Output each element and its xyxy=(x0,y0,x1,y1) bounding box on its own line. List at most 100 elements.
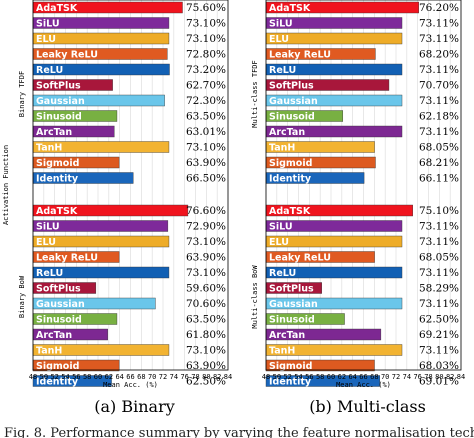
bar-category-label: TanH xyxy=(36,142,62,153)
bar-category-label: Gaussian xyxy=(36,299,85,310)
bar-category-label: SoftPlus xyxy=(269,283,314,294)
bar-value-label: 75.10% xyxy=(419,205,459,217)
chart-panel-1: AdaTSK 75.60% SiLU 73.10% ELU 73.10% Leaky ReL… xyxy=(2,0,232,416)
x-tick-label: 70 xyxy=(381,373,389,381)
bar-value-label: 63.90% xyxy=(186,360,226,372)
bar-value-label: 69.01% xyxy=(419,376,459,388)
bar-value-label: 62.50% xyxy=(186,376,226,388)
x-tick-label: 62 xyxy=(338,373,346,381)
panel-caption: (b) Multi-class xyxy=(309,397,426,416)
bar-value-label: 63.90% xyxy=(186,252,226,264)
bar-value-label: 63.01% xyxy=(186,126,226,138)
group-label: Binary BoW xyxy=(18,275,26,318)
bar-identity xyxy=(265,375,381,387)
bar-category-label: ReLU xyxy=(36,65,63,76)
bar-category-label: ReLU xyxy=(269,65,296,76)
bar-value-label: 72.30% xyxy=(186,95,226,107)
bar-value-label: 73.11% xyxy=(419,18,459,30)
bar-value-label: 73.11% xyxy=(419,64,459,76)
bar-category-label: SiLU xyxy=(36,221,60,232)
bar-category-label: Gaussian xyxy=(269,96,318,107)
bar-value-label: 70.60% xyxy=(186,298,226,310)
x-tick-label: 60 xyxy=(94,373,102,381)
bar-value-label: 68.05% xyxy=(419,252,459,264)
bar-value-label: 69.21% xyxy=(419,329,459,341)
bar-category-label: Sigmoid xyxy=(36,158,79,169)
bar-category-label: ELU xyxy=(269,34,289,45)
x-tick-label: 58 xyxy=(83,373,91,381)
x-tick-label: 84 xyxy=(224,373,232,381)
bar-category-label: SoftPlus xyxy=(36,80,81,91)
bar-category-label: ELU xyxy=(269,237,289,248)
x-tick-label: 80 xyxy=(435,373,443,381)
bar-category-label: SiLU xyxy=(269,221,293,232)
bar-category-label: Sinusoid xyxy=(269,314,315,325)
bar-category-label: SoftPlus xyxy=(269,80,314,91)
bar-value-label: 73.10% xyxy=(186,267,226,279)
bar-category-label: AdaTSK xyxy=(269,3,311,14)
bar-category-label: ArcTan xyxy=(36,127,72,138)
x-tick-label: 82 xyxy=(446,373,454,381)
x-tick-label: 52 xyxy=(283,373,291,381)
bar-identity xyxy=(32,375,112,387)
x-axis-label: Mean Acc. (%) xyxy=(103,381,158,389)
bar-category-label: ELU xyxy=(36,237,56,248)
bar-category-label: ArcTan xyxy=(269,330,305,341)
bar-value-label: 73.20% xyxy=(186,64,226,76)
bar-category-label: Sinusoid xyxy=(269,111,315,122)
bar-value-label: 66.11% xyxy=(419,173,459,185)
bar-category-label: Gaussian xyxy=(36,96,85,107)
y-axis-label: Activation Function xyxy=(2,145,10,225)
bar-category-label: TanH xyxy=(269,142,295,153)
bar-value-label: 72.90% xyxy=(186,221,226,233)
x-tick-label: 72 xyxy=(159,373,167,381)
x-tick-label: 48 xyxy=(29,373,37,381)
bar-value-label: 63.50% xyxy=(186,111,226,123)
x-tick-label: 48 xyxy=(262,373,270,381)
bar-value-label: 58.29% xyxy=(419,283,459,295)
bar-category-label: TanH xyxy=(36,345,62,356)
x-tick-label: 66 xyxy=(126,373,134,381)
x-tick-label: 58 xyxy=(316,373,324,381)
bar-value-label: 62.70% xyxy=(186,80,226,92)
figure-caption: Fig. 8. Performance summary by varying t… xyxy=(4,426,474,438)
x-tick-label: 74 xyxy=(170,373,178,381)
bar-value-label: 73.11% xyxy=(419,345,459,357)
bar-value-label: 73.10% xyxy=(186,33,226,45)
bar-value-label: 66.50% xyxy=(186,173,226,185)
bar-category-label: AdaTSK xyxy=(269,206,311,217)
bar-value-label: 59.60% xyxy=(186,283,226,295)
bar-category-label: ReLU xyxy=(36,268,63,279)
bar-category-label: Sigmoid xyxy=(269,361,312,372)
panel-caption: (a) Binary xyxy=(94,397,175,416)
x-tick-label: 52 xyxy=(50,373,58,381)
bar-value-label: 70.70% xyxy=(419,80,459,92)
x-tick-label: 56 xyxy=(305,373,313,381)
x-tick-label: 76 xyxy=(413,373,421,381)
bar-value-label: 62.18% xyxy=(419,111,459,123)
bar-value-label: 68.03% xyxy=(419,360,459,372)
x-tick-label: 62 xyxy=(105,373,113,381)
bar-category-label: Sinusoid xyxy=(36,111,82,122)
bar-category-label: Gaussian xyxy=(269,299,318,310)
chart-panel-2: AdaTSK 76.20% SiLU 73.11% ELU 73.11% Leaky ReL… xyxy=(251,0,465,416)
bar-category-label: Leaky ReLU xyxy=(36,252,98,263)
x-tick-label: 76 xyxy=(180,373,188,381)
bar-category-label: Leaky ReLU xyxy=(269,252,331,263)
x-tick-label: 66 xyxy=(359,373,367,381)
bar-value-label: 73.11% xyxy=(419,236,459,248)
x-tick-label: 72 xyxy=(392,373,400,381)
x-tick-label: 82 xyxy=(213,373,221,381)
bar-value-label: 76.20% xyxy=(419,2,459,14)
bar-value-label: 61.80% xyxy=(186,329,226,341)
bar-value-label: 72.80% xyxy=(186,49,226,61)
bar-category-label: Leaky ReLU xyxy=(36,49,98,60)
axes-frame xyxy=(265,0,462,371)
x-tick-label: 64 xyxy=(115,373,123,381)
x-axis-label: Mean Acc. (%) xyxy=(336,381,391,389)
bar-value-label: 68.21% xyxy=(419,157,459,169)
bar-category-label: AdaTSK xyxy=(36,206,78,217)
bar-value-label: 68.20% xyxy=(419,49,459,61)
x-tick-label: 50 xyxy=(40,373,48,381)
